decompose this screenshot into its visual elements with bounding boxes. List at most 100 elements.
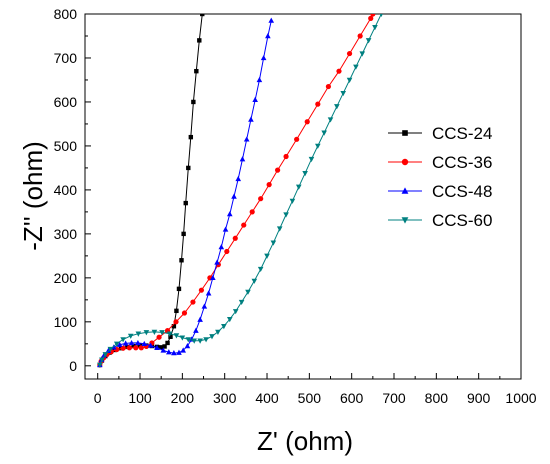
- data-point: [346, 50, 353, 57]
- x-tick-label: 800: [425, 390, 449, 406]
- data-point: [235, 175, 242, 182]
- data-point: [401, 158, 409, 166]
- data-point: [159, 330, 165, 336]
- data-point: [133, 345, 139, 351]
- data-point: [243, 136, 250, 142]
- series-layer: [97, 14, 383, 368]
- data-point: [198, 287, 205, 293]
- data-point: [245, 289, 251, 295]
- y-tick-label: 600: [54, 94, 78, 110]
- data-point: [194, 68, 199, 74]
- y-axis-ticks: 0 100 200 300 400 500 600 700 800: [54, 6, 91, 374]
- data-point: [191, 338, 198, 344]
- data-point: [214, 259, 220, 265]
- data-point: [166, 349, 172, 355]
- data-point: [252, 96, 258, 102]
- data-point: [205, 290, 212, 296]
- data-point: [165, 340, 170, 346]
- y-tick-label: 0: [69, 358, 77, 374]
- x-tick-label: 300: [213, 390, 237, 406]
- data-point: [260, 54, 267, 61]
- data-point: [283, 212, 289, 218]
- data-point: [304, 119, 310, 125]
- x-axis-title: Z' (ohm): [257, 426, 353, 456]
- x-tick-label: 0: [94, 390, 102, 406]
- data-point: [135, 339, 141, 346]
- data-point: [359, 51, 366, 57]
- data-point: [176, 286, 182, 292]
- data-point: [171, 350, 177, 356]
- data-point: [265, 32, 271, 39]
- y-tick-label: 100: [54, 314, 78, 330]
- data-point: [294, 136, 300, 142]
- data-point: [232, 309, 239, 315]
- data-point: [107, 346, 114, 353]
- legend-label: CCS-24: [432, 124, 492, 143]
- data-point: [122, 340, 129, 346]
- y-tick-label: 300: [54, 226, 78, 242]
- data-point: [239, 156, 246, 162]
- data-point: [197, 316, 203, 322]
- data-point: [99, 357, 105, 363]
- data-point: [147, 342, 154, 348]
- data-point: [221, 324, 227, 330]
- data-point: [295, 184, 302, 190]
- data-point: [120, 345, 126, 351]
- series-ccs-36: [97, 14, 376, 368]
- x-tick-label: 700: [382, 390, 406, 406]
- data-point: [162, 344, 167, 349]
- data-point: [275, 167, 281, 173]
- legend-label: CCS-36: [432, 153, 492, 172]
- data-point: [113, 341, 120, 347]
- data-point: [266, 182, 272, 188]
- data-point: [168, 334, 173, 339]
- data-point: [258, 196, 264, 202]
- data-point: [210, 274, 216, 281]
- data-point: [151, 329, 158, 335]
- data-point: [160, 347, 167, 353]
- data-point: [302, 170, 308, 177]
- y-axis-title: -Z'' (ohm): [18, 141, 48, 251]
- data-point: [135, 331, 142, 337]
- data-point: [222, 226, 229, 232]
- data-point: [143, 330, 150, 336]
- data-point: [156, 334, 162, 340]
- data-point: [365, 38, 372, 44]
- y-tick-label: 400: [54, 182, 78, 198]
- legend: CCS-24 CCS-36 CCS-48 CCS-60: [388, 124, 492, 230]
- data-point: [264, 253, 270, 259]
- x-tick-label: 500: [298, 390, 322, 406]
- data-point: [190, 299, 196, 305]
- legend-item: CCS-60: [388, 211, 492, 230]
- data-point: [131, 343, 136, 349]
- data-point: [154, 344, 160, 350]
- data-point: [315, 143, 321, 149]
- data-point: [372, 24, 378, 31]
- data-point: [193, 327, 199, 333]
- data-point: [171, 324, 177, 329]
- data-point: [116, 341, 123, 347]
- data-point: [200, 14, 205, 17]
- data-point: [401, 217, 409, 224]
- data-point: [185, 337, 192, 343]
- legend-label: CCS-60: [432, 211, 492, 230]
- data-point: [201, 303, 208, 309]
- data-point: [173, 333, 180, 339]
- x-tick-label: 1000: [505, 390, 536, 406]
- data-point: [191, 99, 196, 105]
- data-point: [268, 17, 275, 23]
- data-point: [188, 134, 194, 140]
- data-point: [179, 258, 184, 263]
- data-point: [218, 244, 225, 250]
- data-point: [203, 337, 209, 343]
- data-point: [224, 248, 230, 255]
- data-point: [174, 308, 179, 314]
- y-tick-label: 800: [54, 6, 78, 22]
- data-point: [141, 340, 148, 347]
- series-line: [99, 14, 382, 366]
- data-point: [336, 68, 342, 74]
- data-point: [308, 156, 315, 163]
- data-point: [197, 38, 202, 43]
- data-point: [181, 310, 188, 316]
